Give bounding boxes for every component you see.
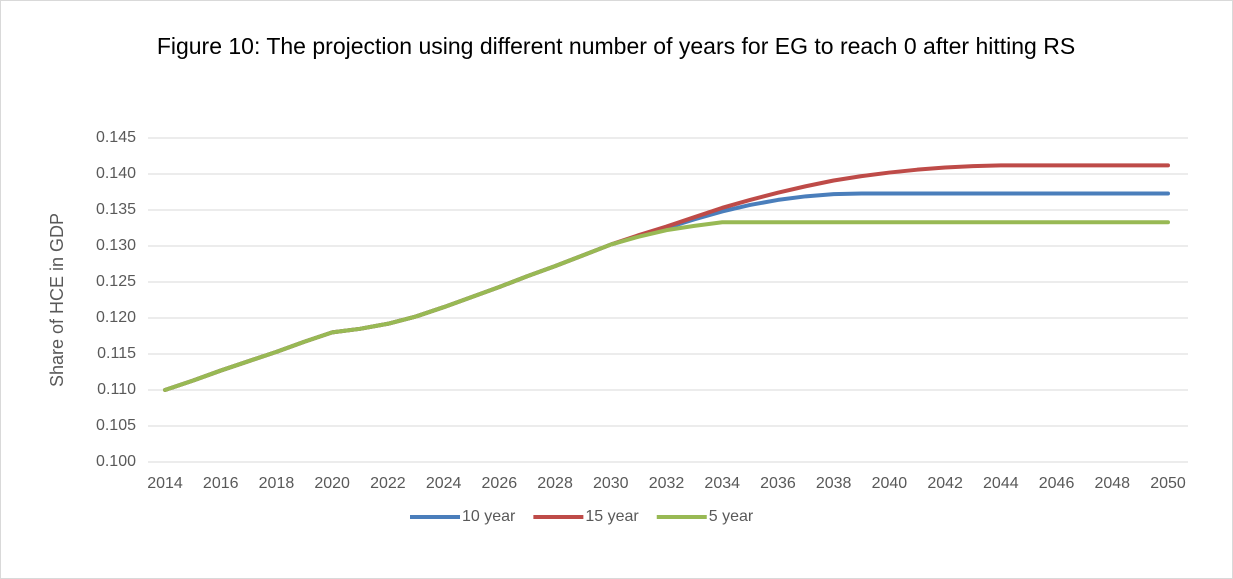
- x-tick-label: 2034: [704, 475, 740, 492]
- y-axis-label: Share of HCE in GDP: [47, 213, 67, 387]
- x-tick-label: 2046: [1039, 475, 1075, 492]
- legend-label: 15 year: [585, 508, 639, 525]
- x-tick-label: 2026: [482, 475, 518, 492]
- series-line: [163, 220, 1170, 392]
- y-tick-label: 0.120: [96, 309, 136, 326]
- x-tick-label: 2024: [426, 475, 462, 492]
- x-tick-label: 2042: [927, 475, 963, 492]
- x-tick-label: 2020: [314, 475, 350, 492]
- x-tick-label: 2040: [872, 475, 908, 492]
- y-tick-label: 0.110: [97, 381, 136, 398]
- y-tick-label: 0.145: [96, 129, 136, 146]
- x-tick-label: 2048: [1094, 475, 1130, 492]
- x-tick-label: 2032: [649, 475, 685, 492]
- x-tick-label: 2016: [203, 475, 239, 492]
- x-tick-label: 2044: [983, 475, 1019, 492]
- x-tick-label: 2030: [593, 475, 629, 492]
- y-tick-label: 0.105: [96, 417, 136, 434]
- y-tick-label: 0.115: [97, 345, 136, 362]
- legend-label: 5 year: [709, 508, 754, 525]
- x-tick-label: 2022: [370, 475, 406, 492]
- y-tick-label: 0.135: [96, 201, 136, 218]
- y-tick-label: 0.100: [96, 453, 136, 470]
- x-tick-label: 2050: [1150, 475, 1186, 492]
- x-tick-label: 2014: [147, 475, 183, 492]
- x-tick-label: 2028: [537, 475, 573, 492]
- legend-label: 10 year: [462, 508, 516, 525]
- y-tick-label: 0.130: [96, 237, 136, 254]
- chart-title: Figure 10: The projection using differen…: [156, 33, 1076, 59]
- y-tick-label: 0.125: [96, 273, 136, 290]
- x-tick-label: 2038: [816, 475, 852, 492]
- x-tick-label: 2036: [760, 475, 796, 492]
- y-tick-label: 0.140: [96, 165, 136, 182]
- x-tick-label: 2018: [259, 475, 295, 492]
